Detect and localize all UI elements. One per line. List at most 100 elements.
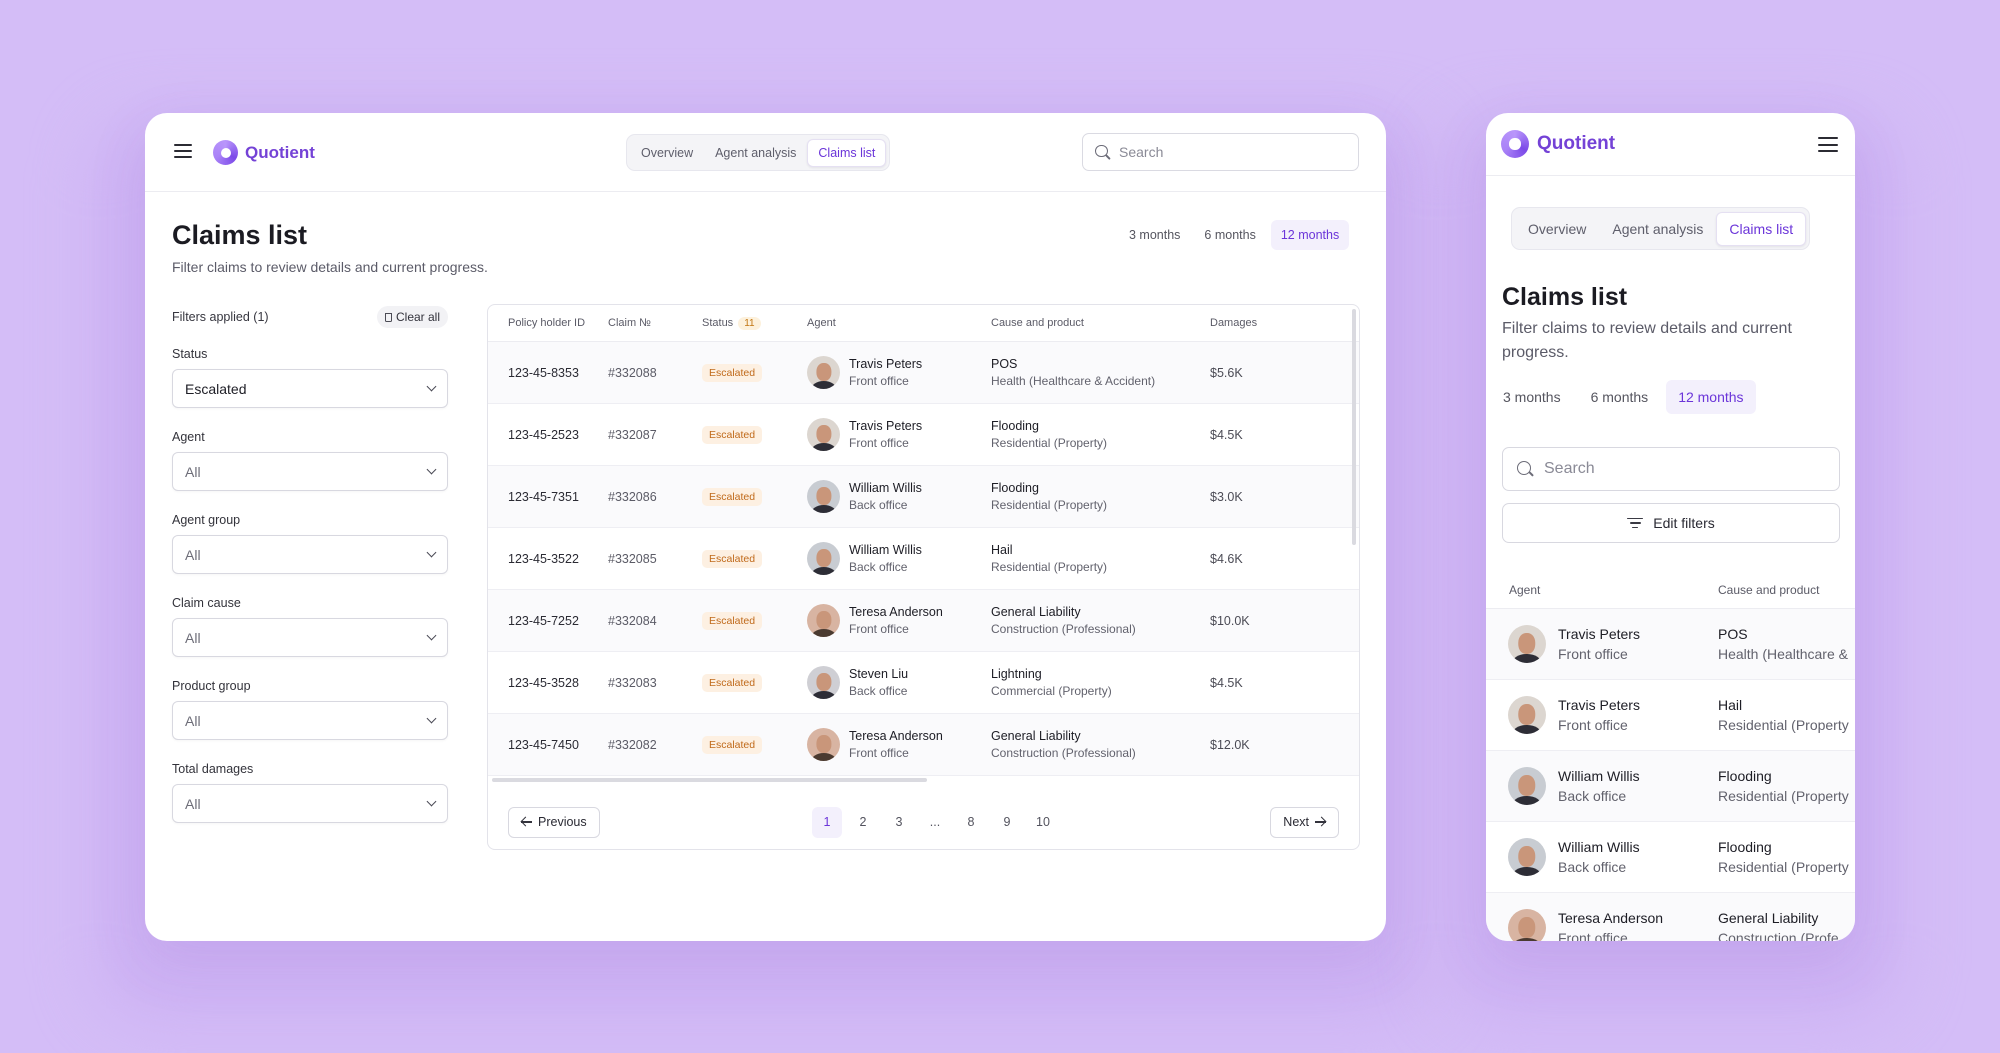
table-row[interactable]: 123-45-7450 #332082 Escalated Teresa And… — [488, 714, 1359, 776]
table-row[interactable]: William Willis Back office Flooding Resi… — [1486, 822, 1855, 893]
agent-name: William Willis — [849, 480, 922, 495]
table-row[interactable]: 123-45-3528 #332083 Escalated Steven Liu… — [488, 652, 1359, 714]
agent-cell: William Willis Back office — [1486, 837, 1718, 877]
status-badge: Escalated — [702, 673, 763, 692]
tab-agent-analysis[interactable]: Agent analysis — [1612, 220, 1704, 237]
period-3-months[interactable]: 3 months — [1503, 389, 1561, 405]
clear-all-button[interactable]: Clear all — [376, 306, 448, 328]
status-badge: Escalated — [702, 487, 763, 506]
product: Residential (Property) — [991, 497, 1108, 512]
col-cause-product[interactable]: Cause and product — [991, 317, 1084, 329]
claim-cause-select[interactable]: All — [172, 618, 448, 657]
col-policy-holder-id[interactable]: Policy holder ID — [508, 317, 586, 329]
page-number[interactable]: 8 — [967, 815, 975, 829]
period-6-months[interactable]: 6 months — [1590, 389, 1649, 405]
arrow-right-icon — [1315, 817, 1326, 827]
chevron-down-icon — [426, 630, 437, 641]
page-number[interactable]: 3 — [895, 815, 903, 829]
col-claim-number[interactable]: Claim № — [608, 317, 651, 329]
damages: $12.0K — [1210, 737, 1250, 752]
brand-name: Quotient — [1537, 133, 1616, 154]
policy-holder-id: 123-45-7252 — [508, 613, 579, 628]
agent-cell: Travis Peters Front office — [1486, 624, 1718, 664]
table-row[interactable]: 123-45-8353 #332088 Escalated Travis Pet… — [488, 342, 1359, 404]
vertical-scrollbar[interactable] — [1352, 309, 1356, 545]
tab-overview[interactable]: Overview — [641, 145, 694, 160]
table-row[interactable]: Travis Peters Front office POS Health (H… — [1486, 609, 1855, 680]
avatar — [1508, 696, 1546, 734]
edit-filters-button[interactable]: Edit filters — [1502, 503, 1840, 543]
chevron-down-icon — [426, 547, 437, 558]
page-number[interactable]: 1 — [811, 806, 842, 838]
policy-holder-id: 123-45-2523 — [508, 427, 579, 442]
period-12-months[interactable]: 12 months — [1270, 220, 1350, 250]
period-12-months[interactable]: 12 months — [1666, 380, 1756, 414]
agent-cell: Travis Peters Front office — [1486, 695, 1718, 735]
menu-icon[interactable] — [174, 144, 192, 158]
page-subtitle: Filter claims to review details and curr… — [1502, 320, 1792, 361]
agent-select[interactable]: All — [172, 452, 448, 491]
menu-icon[interactable] — [1818, 137, 1838, 152]
tab-claims-list[interactable]: Claims list — [807, 138, 887, 167]
brand-logo[interactable]: Quotient — [213, 140, 315, 165]
agent-cell: Teresa Anderson Front office — [807, 604, 991, 638]
filter-label-agent: Agent — [172, 430, 205, 444]
table-row[interactable]: 123-45-7351 #332086 Escalated William Wi… — [488, 466, 1359, 528]
period-6-months[interactable]: 6 months — [1204, 228, 1256, 242]
filter-label-agent-group: Agent group — [172, 513, 241, 527]
col-agent[interactable]: Agent — [1509, 582, 1541, 597]
search-icon — [1517, 460, 1534, 478]
tab-claims-list[interactable]: Claims list — [1716, 211, 1807, 246]
avatar — [807, 666, 840, 699]
cause-product-cell: General Liability Construction (Professi… — [991, 604, 1210, 638]
col-cause-product[interactable]: Cause and product — [1718, 582, 1820, 597]
page-ellipsis: ... — [929, 815, 941, 829]
product: Residential (Property — [1718, 788, 1849, 804]
next-button[interactable]: Next — [1270, 806, 1339, 838]
col-agent[interactable]: Agent — [807, 317, 836, 329]
agent-office: Front office — [849, 745, 909, 760]
period-selector: 3 months 6 months 12 months — [1120, 220, 1350, 250]
page-number[interactable]: 10 — [1036, 815, 1050, 829]
search-icon — [1095, 144, 1110, 160]
agent-name: Steven Liu — [849, 666, 909, 681]
page-number[interactable]: 2 — [859, 815, 867, 829]
search-input[interactable]: Search — [1502, 447, 1840, 491]
avatar — [1508, 625, 1546, 663]
agent-name: William Willis — [849, 542, 922, 557]
product: Construction (Profe — [1718, 930, 1839, 941]
tab-agent-analysis[interactable]: Agent analysis — [715, 145, 797, 160]
col-damages[interactable]: Damages — [1210, 317, 1258, 329]
previous-button[interactable]: Previous — [508, 806, 600, 838]
period-3-months[interactable]: 3 months — [1129, 228, 1181, 242]
page-number[interactable]: 9 — [1003, 815, 1011, 829]
claim-number: #332083 — [608, 675, 657, 690]
cause-product-cell: Flooding Residential (Property) — [991, 418, 1210, 452]
brand-logo[interactable]: Quotient — [1501, 130, 1615, 158]
filter-label-status: Status — [172, 347, 208, 361]
avatar — [807, 418, 840, 451]
table-row[interactable]: William Willis Back office Flooding Resi… — [1486, 751, 1855, 822]
status-select[interactable]: Escalated — [172, 369, 448, 408]
page-numbers: 1 2 3... 8 9 10 — [811, 806, 1058, 838]
agent-name: Travis Peters — [1558, 626, 1640, 642]
cause-product-cell: Lightning Commercial (Property) — [991, 666, 1210, 700]
cause-product-cell: POS Health (Healthcare & — [1718, 624, 1848, 664]
search-input[interactable]: Search — [1082, 133, 1359, 171]
product: Residential (Property — [1718, 859, 1849, 875]
table-row[interactable]: 123-45-2523 #332087 Escalated Travis Pet… — [488, 404, 1359, 466]
table-row[interactable]: Travis Peters Front office Hail Resident… — [1486, 680, 1855, 751]
status-cell: Escalated — [702, 735, 807, 754]
table-row[interactable]: 123-45-7252 #332084 Escalated Teresa And… — [488, 590, 1359, 652]
total-damages-select[interactable]: All — [172, 784, 448, 823]
tab-overview[interactable]: Overview — [1528, 220, 1587, 237]
agent-group-select[interactable]: All — [172, 535, 448, 574]
chevron-down-icon — [426, 713, 437, 724]
product-group-select[interactable]: All — [172, 701, 448, 740]
horizontal-scrollbar[interactable] — [492, 778, 927, 782]
table-row[interactable]: 123-45-3522 #332085 Escalated William Wi… — [488, 528, 1359, 590]
agent-cell: Teresa Anderson Front office — [807, 728, 991, 762]
col-status[interactable]: Status 11 — [702, 316, 807, 330]
table-row[interactable]: Teresa Anderson Front office General Lia… — [1486, 893, 1855, 941]
damages: $3.0K — [1210, 489, 1243, 504]
